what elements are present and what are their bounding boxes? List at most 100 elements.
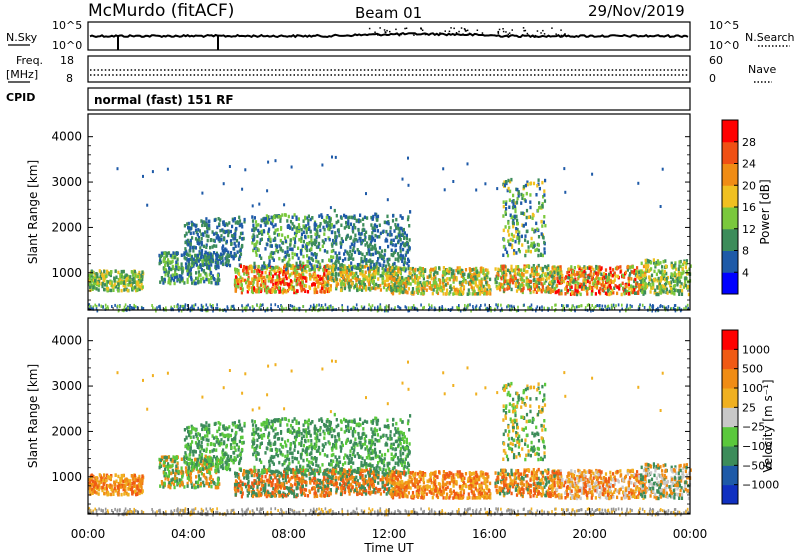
power-cell xyxy=(496,276,499,280)
power-cell xyxy=(109,281,112,285)
power-cell xyxy=(559,265,562,269)
power-cell xyxy=(129,275,132,279)
power-cell xyxy=(216,273,219,278)
power-cell xyxy=(197,235,201,240)
power-cell xyxy=(293,278,297,282)
power-cell xyxy=(467,303,469,307)
power-cell xyxy=(429,272,432,276)
power-colorbar-tick-label: 4 xyxy=(742,266,749,279)
power-cell xyxy=(230,241,233,246)
nsearch-point xyxy=(377,34,379,36)
power-cell xyxy=(396,252,400,256)
power-cell xyxy=(239,275,242,280)
power-cell xyxy=(535,307,537,311)
power-cell xyxy=(550,281,553,286)
power-cell xyxy=(553,270,556,274)
power-cell xyxy=(683,260,686,265)
power-cell xyxy=(659,291,663,295)
power-cell xyxy=(271,274,275,278)
power-cell xyxy=(473,272,476,276)
power-cell xyxy=(331,307,334,311)
power-cell xyxy=(685,261,688,266)
power-cell xyxy=(549,288,553,293)
power-cell xyxy=(623,291,626,296)
power-cell xyxy=(626,289,629,294)
power-cell xyxy=(364,235,367,240)
power-cell xyxy=(672,306,675,310)
power-cell xyxy=(473,292,477,296)
power-cell xyxy=(104,307,107,311)
power-cell xyxy=(320,290,323,294)
power-cell xyxy=(271,251,274,256)
power-cell xyxy=(363,258,366,262)
nsearch-point xyxy=(526,32,529,35)
power-cell xyxy=(253,216,256,220)
power-cell xyxy=(233,217,236,221)
power-cell xyxy=(590,309,592,313)
power-cell xyxy=(445,268,448,273)
power-cell xyxy=(433,275,436,279)
power-cell xyxy=(255,269,259,273)
power-cell xyxy=(576,285,579,289)
power-cell xyxy=(564,292,567,296)
power-cell xyxy=(167,273,170,278)
power-cell xyxy=(223,237,226,242)
power-cell xyxy=(287,263,290,268)
power-cell xyxy=(479,292,482,296)
power-cell xyxy=(291,255,294,260)
power-cell xyxy=(673,272,677,276)
power-cell xyxy=(404,243,407,248)
power-cell xyxy=(408,224,411,228)
power-cell xyxy=(282,272,285,277)
power-cell xyxy=(506,287,509,291)
power-cell xyxy=(361,307,364,311)
power-cell xyxy=(575,305,578,309)
power-cell xyxy=(197,259,200,263)
power-cell xyxy=(404,277,407,281)
power-cell xyxy=(579,292,582,297)
power-cell xyxy=(387,262,390,267)
power-cell xyxy=(375,262,378,266)
velocity-cell xyxy=(117,481,120,486)
power-cell xyxy=(237,269,240,273)
power-cell xyxy=(260,237,263,241)
power-cell xyxy=(517,194,520,198)
power-cell xyxy=(210,259,213,263)
power-cell xyxy=(386,274,389,278)
power-cell xyxy=(334,261,337,265)
power-cell xyxy=(656,279,659,283)
power-cell xyxy=(110,288,113,293)
power-cell xyxy=(418,266,421,270)
power-cell xyxy=(527,306,529,310)
power-cell xyxy=(361,238,364,243)
power-cell xyxy=(341,258,345,263)
velocity-cell xyxy=(127,487,130,491)
power-cell xyxy=(598,267,601,271)
power-cell xyxy=(406,290,409,295)
nsearch-label: N.Search xyxy=(745,31,795,44)
power-colorbar-tick-label: 12 xyxy=(742,223,756,236)
power-cell xyxy=(591,285,594,290)
power-cell xyxy=(567,304,569,308)
power-cell xyxy=(375,282,378,287)
power-cell xyxy=(618,284,621,288)
power-cell xyxy=(525,279,528,283)
power-cell xyxy=(501,283,504,287)
power-cell xyxy=(618,287,621,291)
power-cell xyxy=(430,304,433,308)
power-cell xyxy=(130,283,133,288)
power-cell xyxy=(136,306,139,309)
power-cell xyxy=(368,244,371,248)
power-cell xyxy=(107,307,109,311)
power-cell xyxy=(238,256,241,260)
power-cell xyxy=(597,268,600,273)
power-cell xyxy=(377,271,380,276)
power-cell xyxy=(247,283,250,288)
power-cell xyxy=(268,255,271,260)
power-cell xyxy=(216,225,219,230)
power-cell xyxy=(634,277,637,282)
power-cell xyxy=(513,249,516,253)
power-cell xyxy=(192,249,195,253)
power-cell xyxy=(247,272,250,276)
power-cell xyxy=(379,274,382,278)
